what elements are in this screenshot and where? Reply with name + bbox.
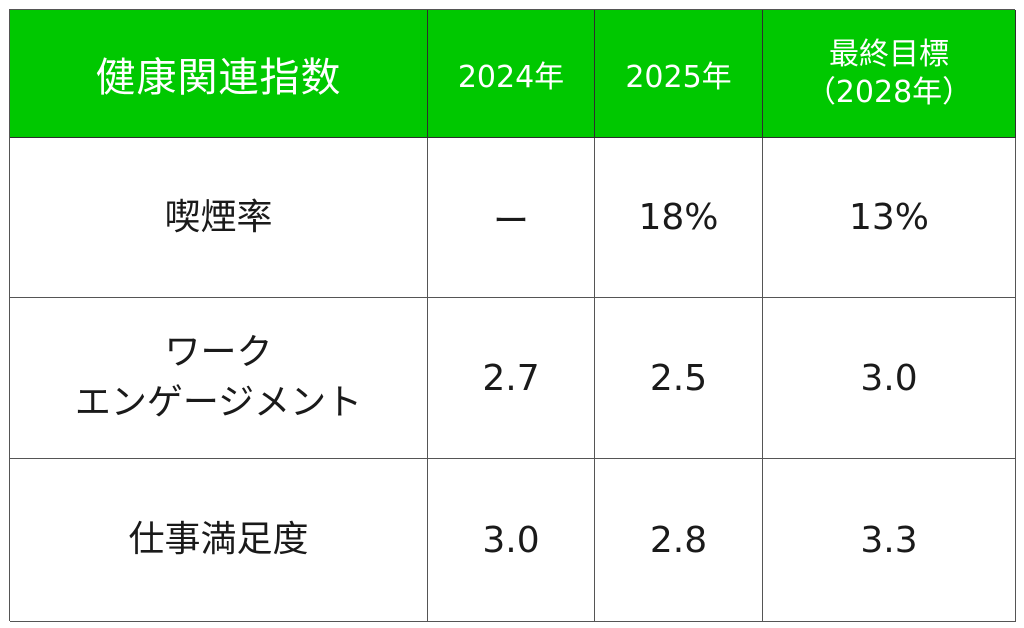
header-title-text: 健康関連指数	[95, 54, 342, 101]
work-engagement-2025: 2.5	[595, 298, 763, 459]
row-label-line1: ワーク	[164, 332, 273, 373]
row-label-line2: エンゲージメント	[74, 382, 363, 423]
cell-value: 3.3	[860, 519, 918, 561]
job-satisfaction-target: 3.3	[763, 459, 1016, 622]
header-2025: 2025年	[595, 10, 763, 138]
cell-value: 2.8	[649, 519, 708, 561]
job-satisfaction-2025: 2.8	[595, 459, 763, 622]
row-label-job-satisfaction: 仕事満足度	[10, 459, 428, 622]
header-2025-text: 2025年	[625, 59, 732, 95]
cell-value: 2.5	[649, 357, 708, 399]
cell-value: 13%	[848, 197, 929, 238]
header-health-index: 健康関連指数	[10, 10, 428, 138]
cell-value: 3.0	[860, 357, 918, 399]
cell-value: ー	[492, 200, 529, 242]
header-target-line2: （2028年）	[805, 74, 973, 110]
header-target-line1: 最終目標	[829, 36, 949, 72]
smoking-rate-2025: 18%	[595, 138, 763, 298]
work-engagement-target: 3.0	[763, 298, 1016, 459]
smoking-rate-target: 13%	[763, 138, 1016, 298]
header-final-target: 最終目標 （2028年）	[763, 10, 1016, 138]
row-label-work-engagement: ワーク エンゲージメント	[10, 298, 428, 459]
row-label-text: 仕事満足度	[128, 519, 309, 560]
header-2024-text: 2024年	[457, 59, 565, 95]
smoking-rate-2024: ー	[428, 138, 595, 298]
row-label-text: 喫煙率	[164, 196, 273, 238]
work-engagement-2024: 2.7	[428, 298, 595, 459]
header-2024: 2024年	[428, 10, 595, 138]
cell-value: 18%	[638, 197, 719, 238]
cell-value: 3.0	[482, 519, 540, 561]
job-satisfaction-2024: 3.0	[428, 459, 595, 622]
health-index-table: 健康関連指数 2024年 2025年 最終目標 （2028年） 喫煙率 ー 18…	[9, 9, 1016, 622]
cell-value: 2.7	[482, 357, 540, 399]
row-label-smoking-rate: 喫煙率	[10, 138, 428, 298]
